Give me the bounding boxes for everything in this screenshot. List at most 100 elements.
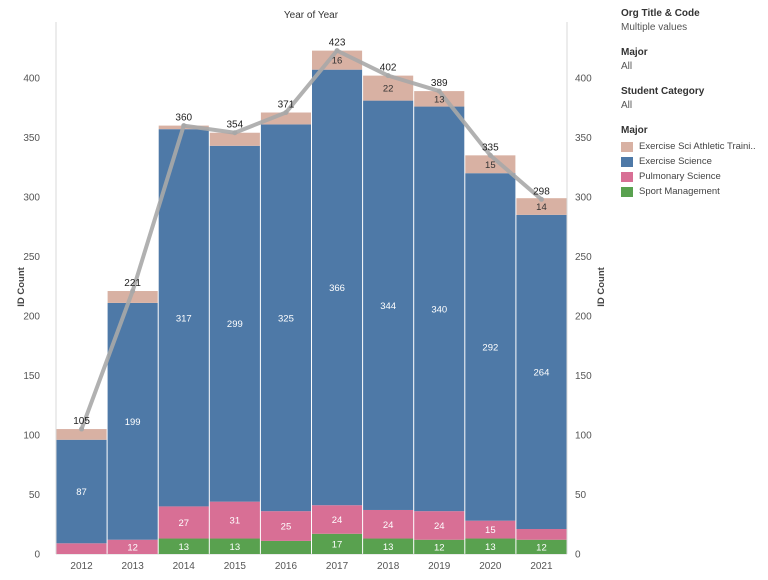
bar-value-label: 340 — [431, 304, 447, 315]
legend-item-pulmonary-science[interactable]: Pulmonary Science — [621, 169, 768, 184]
bar-segment — [260, 112, 311, 125]
total-point — [385, 73, 391, 79]
bar-segment — [209, 538, 260, 554]
filter-student-category[interactable]: Student Category All — [621, 86, 768, 111]
legend-label: Exercise Sci Athletic Traini.. — [639, 141, 756, 152]
total-point — [487, 152, 493, 158]
legend-item-sport-management[interactable]: Sport Management — [621, 184, 768, 199]
bar-segment — [158, 129, 209, 507]
filter-value[interactable]: All — [621, 61, 633, 72]
bar-value-label: 14 — [536, 202, 547, 213]
bar-segment — [414, 91, 465, 107]
bar-value-label: 22 — [383, 84, 394, 95]
filter-major[interactable]: Major All — [621, 47, 768, 72]
total-point — [283, 110, 289, 116]
bar-segment — [260, 511, 311, 541]
bar-segment — [516, 214, 567, 530]
bar-value-label: 24 — [383, 520, 394, 531]
bar-segment — [465, 520, 516, 539]
filter-value[interactable]: All — [621, 100, 633, 111]
bar-segment — [465, 538, 516, 554]
y-tick-label-left: 0 — [34, 550, 40, 561]
x-tick-label: 2018 — [377, 561, 400, 572]
y-tick-label-left: 400 — [23, 74, 40, 85]
total-value-label: 371 — [278, 100, 295, 111]
bar-value-label: 27 — [178, 518, 189, 529]
bar-value-label: 13 — [230, 542, 241, 553]
x-tick-label: 2012 — [70, 561, 93, 572]
y-tick-label-right: 150 — [575, 371, 592, 382]
legend-item-exercise-science[interactable]: Exercise Science — [621, 154, 768, 169]
y-tick-label-left: 250 — [23, 252, 40, 263]
bar-segment — [516, 539, 567, 554]
total-point — [232, 130, 238, 136]
filter-title: Org Title & Code — [621, 8, 700, 19]
legend-label: Sport Management — [639, 186, 720, 197]
total-value-label: 360 — [175, 113, 192, 124]
bar-segment — [465, 173, 516, 521]
x-tick-label: 2013 — [122, 561, 145, 572]
bar-segment — [56, 439, 107, 544]
bar-value-label: 24 — [434, 521, 445, 532]
bar-segment — [209, 501, 260, 539]
bar-segment — [107, 539, 158, 554]
bar-value-label: 199 — [125, 417, 141, 428]
total-point — [79, 426, 85, 432]
x-tick-label: 2015 — [224, 561, 247, 572]
bar-segment — [107, 302, 158, 540]
side-panel: Org Title & Code Multiple values Major A… — [621, 8, 768, 199]
bar-value-label: 264 — [534, 367, 550, 378]
y-tick-label-right: 0 — [575, 550, 581, 561]
y-tick-label-right: 200 — [575, 312, 592, 323]
x-tick-label: 2021 — [530, 561, 553, 572]
total-point — [181, 123, 187, 129]
bar-segment — [363, 538, 414, 554]
y-tick-label-right: 100 — [575, 431, 592, 442]
bar-segment — [414, 106, 465, 512]
bar-segment — [107, 291, 158, 303]
bar-segment — [260, 124, 311, 512]
bar-value-label: 292 — [482, 342, 498, 353]
x-tick-label: 2016 — [275, 561, 298, 572]
y-axis-label-right: ID Count — [596, 266, 607, 306]
bar-value-label: 13 — [434, 94, 445, 105]
bar-value-label: 87 — [76, 487, 87, 498]
legend-title: Major — [621, 125, 648, 136]
total-value-label: 298 — [533, 186, 550, 197]
filter-org-title[interactable]: Org Title & Code Multiple values — [621, 8, 768, 33]
legend-label: Pulmonary Science — [639, 171, 721, 182]
legend-label: Exercise Science — [639, 156, 712, 167]
bar-segment — [312, 69, 363, 506]
bar-segment — [414, 511, 465, 540]
bar-value-label: 13 — [178, 542, 189, 553]
y-tick-label-right: 350 — [575, 133, 592, 144]
y-tick-label-right: 300 — [575, 193, 592, 204]
filter-title: Major — [621, 47, 648, 58]
bar-value-label: 366 — [329, 283, 345, 294]
bar-value-label: 25 — [281, 522, 292, 533]
bar-segment — [516, 198, 567, 215]
x-tick-label: 2019 — [428, 561, 451, 572]
filter-value[interactable]: Multiple values — [621, 22, 688, 33]
bar-value-label: 344 — [380, 301, 396, 312]
x-tick-label: 2020 — [479, 561, 502, 572]
bar-value-label: 13 — [485, 542, 496, 553]
y-tick-label-right: 50 — [575, 490, 587, 501]
y-tick-label-left: 150 — [23, 371, 40, 382]
y-tick-label-left: 200 — [23, 312, 40, 323]
bar-value-label: 317 — [176, 313, 192, 324]
bar-value-label: 299 — [227, 319, 243, 330]
legend: Major Exercise Sci Athletic Traini.. Exe… — [621, 125, 768, 199]
y-tick-label-left: 350 — [23, 133, 40, 144]
total-point — [436, 88, 442, 94]
bar-value-label: 15 — [485, 525, 496, 536]
y-tick-label-right: 400 — [575, 74, 592, 85]
total-value-label: 335 — [482, 142, 499, 153]
legend-swatch — [621, 156, 633, 167]
bar-segment — [260, 540, 311, 554]
y-tick-label-right: 250 — [575, 252, 592, 263]
legend-item-exercise-sci-athletic[interactable]: Exercise Sci Athletic Traini.. — [621, 139, 768, 154]
bar-segment — [158, 538, 209, 554]
total-value-label: 402 — [380, 63, 397, 74]
y-tick-label-left: 300 — [23, 193, 40, 204]
